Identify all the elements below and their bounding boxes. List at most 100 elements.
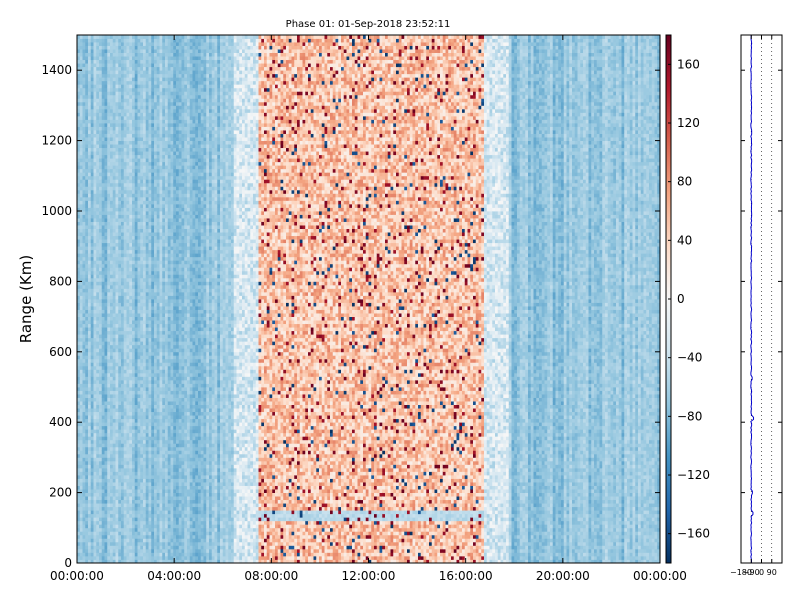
heatmap-cell bbox=[143, 176, 146, 180]
heatmap-cell bbox=[83, 517, 86, 521]
heatmap-cell bbox=[132, 116, 135, 120]
heatmap-cell bbox=[162, 468, 165, 472]
heatmap-cell bbox=[94, 243, 97, 247]
heatmap-cell bbox=[157, 489, 160, 493]
heatmap-cell bbox=[129, 215, 132, 219]
heatmap-cell bbox=[124, 229, 127, 233]
heatmap-cell bbox=[157, 74, 160, 78]
heatmap-cell bbox=[88, 369, 91, 373]
heatmap-cell bbox=[83, 440, 86, 444]
heatmap-cell bbox=[160, 412, 163, 416]
heatmap-cell bbox=[80, 538, 83, 542]
heatmap-cell bbox=[140, 359, 143, 363]
heatmap-cell bbox=[94, 292, 97, 296]
heatmap-cell bbox=[149, 405, 152, 409]
heatmap-cell bbox=[80, 524, 83, 528]
heatmap-cell bbox=[143, 500, 146, 504]
heatmap-cell bbox=[110, 500, 113, 504]
heatmap-cell bbox=[124, 352, 127, 356]
heatmap-cell bbox=[132, 211, 135, 215]
heatmap-cell bbox=[135, 35, 138, 39]
heatmap-cell bbox=[151, 348, 154, 352]
heatmap-cell bbox=[96, 542, 99, 546]
heatmap-cell bbox=[121, 95, 124, 99]
heatmap-cell bbox=[94, 158, 97, 162]
heatmap-cell bbox=[102, 366, 105, 370]
heatmap-cell bbox=[91, 398, 94, 402]
heatmap-cell bbox=[165, 419, 168, 423]
heatmap-cell bbox=[129, 461, 132, 465]
heatmap-cell bbox=[149, 299, 152, 303]
heatmap-cell bbox=[127, 53, 130, 57]
heatmap-cell bbox=[96, 148, 99, 152]
heatmap-cell bbox=[165, 422, 168, 426]
heatmap-cell bbox=[96, 327, 99, 331]
heatmap-cell bbox=[160, 278, 163, 282]
heatmap-cell bbox=[143, 292, 146, 296]
heatmap-cell bbox=[107, 327, 110, 331]
heatmap-cell bbox=[105, 123, 108, 127]
heatmap-cell bbox=[124, 359, 127, 363]
heatmap-cell bbox=[105, 359, 108, 363]
heatmap-cell bbox=[80, 98, 83, 102]
heatmap-cell bbox=[110, 84, 113, 88]
heatmap-cell bbox=[113, 98, 116, 102]
heatmap-cell bbox=[113, 412, 116, 416]
heatmap-cell bbox=[140, 158, 143, 162]
heatmap-cell bbox=[127, 278, 130, 282]
heatmap-cell bbox=[110, 257, 113, 261]
heatmap-cell bbox=[162, 471, 165, 475]
heatmap-cell bbox=[105, 468, 108, 472]
heatmap-cell bbox=[138, 144, 141, 148]
heatmap-cell bbox=[129, 288, 132, 292]
heatmap-cell bbox=[121, 186, 124, 190]
heatmap-cell bbox=[99, 193, 102, 197]
heatmap-cell bbox=[140, 274, 143, 278]
heatmap-cell bbox=[151, 98, 154, 102]
heatmap-cell bbox=[110, 415, 113, 419]
heatmap-cell bbox=[165, 236, 168, 240]
heatmap-cell bbox=[110, 176, 113, 180]
heatmap-cell bbox=[127, 324, 130, 328]
heatmap-cell bbox=[129, 341, 132, 345]
heatmap-cell bbox=[138, 183, 141, 187]
heatmap-cell bbox=[83, 288, 86, 292]
heatmap-cell bbox=[107, 56, 110, 60]
heatmap-cell bbox=[160, 447, 163, 451]
heatmap-cell bbox=[83, 165, 86, 169]
heatmap-cell bbox=[124, 151, 127, 155]
heatmap-cell bbox=[127, 320, 130, 324]
heatmap-cell bbox=[127, 88, 130, 92]
heatmap-cell bbox=[151, 303, 154, 307]
heatmap-cell bbox=[149, 186, 152, 190]
heatmap-cell bbox=[99, 429, 102, 433]
heatmap-cell bbox=[83, 369, 86, 373]
heatmap-cell bbox=[160, 542, 163, 546]
heatmap-cell bbox=[107, 165, 110, 169]
heatmap-cell bbox=[149, 517, 152, 521]
heatmap-cell bbox=[165, 514, 168, 518]
heatmap-cell bbox=[157, 426, 160, 430]
heatmap-cell bbox=[154, 260, 157, 264]
heatmap-cell bbox=[162, 538, 165, 542]
heatmap-cell bbox=[124, 186, 127, 190]
heatmap-cell bbox=[99, 204, 102, 208]
heatmap-cell bbox=[162, 271, 165, 275]
heatmap-cell bbox=[157, 81, 160, 85]
heatmap-cell bbox=[162, 49, 165, 53]
heatmap-cell bbox=[83, 507, 86, 511]
heatmap-cell bbox=[88, 380, 91, 384]
heatmap-cell bbox=[91, 257, 94, 261]
heatmap-cell bbox=[135, 215, 138, 219]
heatmap-cell bbox=[140, 426, 143, 430]
heatmap-cell bbox=[94, 281, 97, 285]
heatmap-cell bbox=[151, 292, 154, 296]
heatmap-cell bbox=[143, 461, 146, 465]
heatmap-cell bbox=[110, 348, 113, 352]
heatmap-cell bbox=[107, 105, 110, 109]
heatmap-cell bbox=[151, 482, 154, 486]
heatmap-cell bbox=[99, 186, 102, 190]
heatmap-cell bbox=[157, 338, 160, 342]
heatmap-cell bbox=[127, 190, 130, 194]
heatmap-cell bbox=[138, 352, 141, 356]
